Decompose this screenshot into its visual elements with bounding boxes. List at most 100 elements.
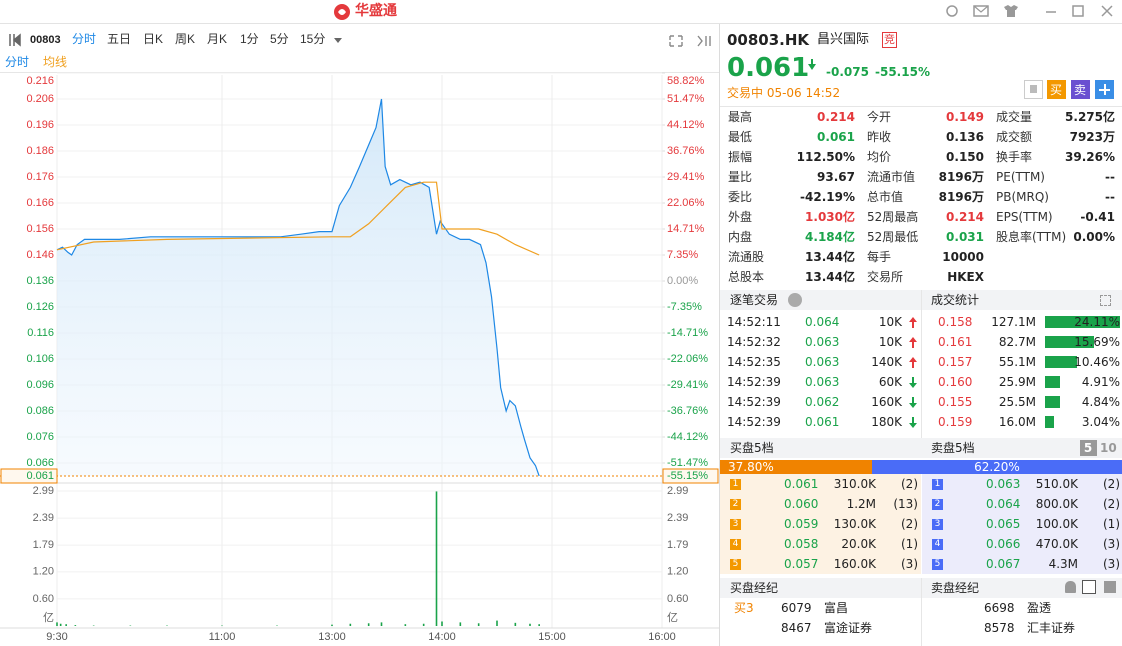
- level-number: 4: [934, 539, 941, 549]
- trade-arrow: [909, 357, 917, 362]
- legend-tab[interactable]: 分时: [5, 55, 29, 69]
- share-bar: [1045, 416, 1055, 428]
- stat-volume: 127.1M: [991, 315, 1036, 329]
- stat-value: 93.67: [817, 170, 855, 184]
- price-change: -0.075: [826, 65, 869, 79]
- book-volume: 1.2M: [846, 497, 876, 511]
- y2-tick-label: -14.71%: [667, 327, 708, 339]
- stat-label: PB(MRQ): [996, 190, 1049, 204]
- stat-label: 最低: [728, 130, 753, 144]
- depth-option[interactable]: 5: [1083, 441, 1093, 455]
- book-row-bg: [922, 554, 1122, 574]
- y-tick-label: 0.156: [26, 223, 54, 235]
- period-tab[interactable]: 周K: [175, 32, 195, 46]
- x-tick-label: 15:00: [538, 631, 566, 643]
- share-label: 24.11%: [1074, 315, 1120, 329]
- bid-ratio-bar: [720, 460, 872, 474]
- quote-code: 00803.HK: [727, 31, 810, 49]
- period-tab[interactable]: 分时: [72, 32, 96, 46]
- trade-price: 0.064: [805, 315, 840, 329]
- legend-tab[interactable]: 均线: [43, 55, 67, 69]
- level-badge: [932, 479, 943, 490]
- trade-arrow-stem: [912, 417, 914, 423]
- stat-value: 0.031: [946, 230, 984, 244]
- volume-bar: [380, 622, 383, 626]
- volume-bar: [65, 624, 67, 626]
- stat-value: 0.061: [817, 130, 855, 144]
- plus-v: [1103, 84, 1106, 95]
- book-price: 0.065: [986, 517, 1021, 531]
- grid-icon: [1104, 581, 1116, 593]
- trade-time: 14:52:32: [727, 335, 781, 349]
- book-orders: (2): [901, 477, 918, 491]
- volume-stats-title: 成交统计: [931, 293, 980, 307]
- sell-button[interactable]: [1071, 80, 1090, 99]
- broker-id: 8467: [781, 621, 812, 635]
- level-badge: [730, 519, 741, 530]
- stat-value: 0.149: [946, 110, 984, 124]
- y-tick-label: 0.096: [26, 379, 54, 391]
- y2-tick-label: -51.47%: [667, 457, 708, 469]
- volume-tick-label: 0.60: [33, 593, 54, 605]
- stat-price: 0.157: [938, 355, 973, 369]
- book-volume: 20.0K: [841, 537, 876, 551]
- bid-title: 买盘5档: [730, 441, 774, 455]
- book-price: 0.064: [986, 497, 1021, 511]
- last-price: 0.061: [727, 53, 810, 83]
- stat-value: --: [1105, 170, 1115, 184]
- dropdown-icon[interactable]: [334, 38, 342, 43]
- trade-price: 0.063: [805, 335, 840, 349]
- toggle-icon[interactable]: [9, 33, 21, 47]
- trade-arrow-stem: [912, 322, 914, 328]
- period-tab[interactable]: 五日: [107, 32, 131, 46]
- section-bg: [720, 438, 1122, 458]
- period-tab[interactable]: 5分: [270, 32, 289, 46]
- title-bar: 华盛通: [0, 0, 1122, 24]
- period-tab[interactable]: 日K: [143, 32, 163, 46]
- broker-level: 买3: [734, 601, 754, 615]
- volume-tick-label: 2.99: [33, 485, 54, 497]
- period-tab[interactable]: 1分: [240, 32, 259, 46]
- fullscreen-icon[interactable]: [669, 35, 683, 47]
- stat-value: -42.19%: [800, 190, 855, 204]
- broker-name: 汇丰证券: [1027, 621, 1076, 635]
- collapse-icon[interactable]: [697, 35, 711, 47]
- volume-bar: [404, 624, 407, 626]
- broker-name: 盈透: [1027, 601, 1052, 615]
- auction-tag: 竞: [882, 32, 897, 48]
- last-price-label: 0.061: [26, 470, 54, 482]
- stat-value: 7923万: [1069, 130, 1115, 144]
- share-label: 10.46%: [1074, 355, 1120, 369]
- stat-volume: 55.1M: [998, 355, 1036, 369]
- y2-tick-label: -22.06%: [667, 353, 708, 365]
- depth-option[interactable]: 10: [1100, 441, 1117, 455]
- level-badge: [932, 519, 943, 530]
- level-badge: [730, 559, 741, 570]
- stat-value: 10000: [942, 250, 984, 264]
- trade-time: 14:52:39: [727, 375, 781, 389]
- x-tick-label: 9:30: [46, 631, 67, 643]
- ask-brokers-title: 卖盘经纪: [931, 581, 980, 595]
- level-number: 2: [732, 499, 739, 509]
- y2-tick-label: 58.82%: [667, 75, 705, 87]
- window-controls[interactable]: [940, 0, 1120, 24]
- list-icon: [1082, 580, 1096, 594]
- volume-bar: [435, 491, 438, 626]
- buy-label[interactable]: 买: [1049, 83, 1062, 97]
- volume-bar: [59, 623, 62, 626]
- y-tick-label: 0.076: [26, 431, 54, 443]
- intraday-chart: 00803 分时 五日 日K 周K 月K 1分 5分 15分0.2160.2060.1960.1…: [0, 24, 720, 646]
- book-volume: 310.0K: [833, 477, 876, 491]
- book-volume: 510.0K: [1035, 477, 1078, 491]
- x-tick-label: 14:00: [428, 631, 456, 643]
- y2-tick-label: 14.71%: [667, 223, 705, 235]
- y-tick-label: 0.086: [26, 405, 54, 417]
- period-tab[interactable]: 15分: [300, 32, 325, 46]
- trade-volume: 180K: [871, 415, 902, 429]
- buy-button[interactable]: [1047, 80, 1066, 99]
- sell-label[interactable]: 卖: [1073, 83, 1086, 97]
- last-price-box: [0, 468, 58, 484]
- trade-price: 0.061: [805, 415, 840, 429]
- period-tab[interactable]: 月K: [207, 32, 227, 46]
- share-bar: [1045, 336, 1094, 348]
